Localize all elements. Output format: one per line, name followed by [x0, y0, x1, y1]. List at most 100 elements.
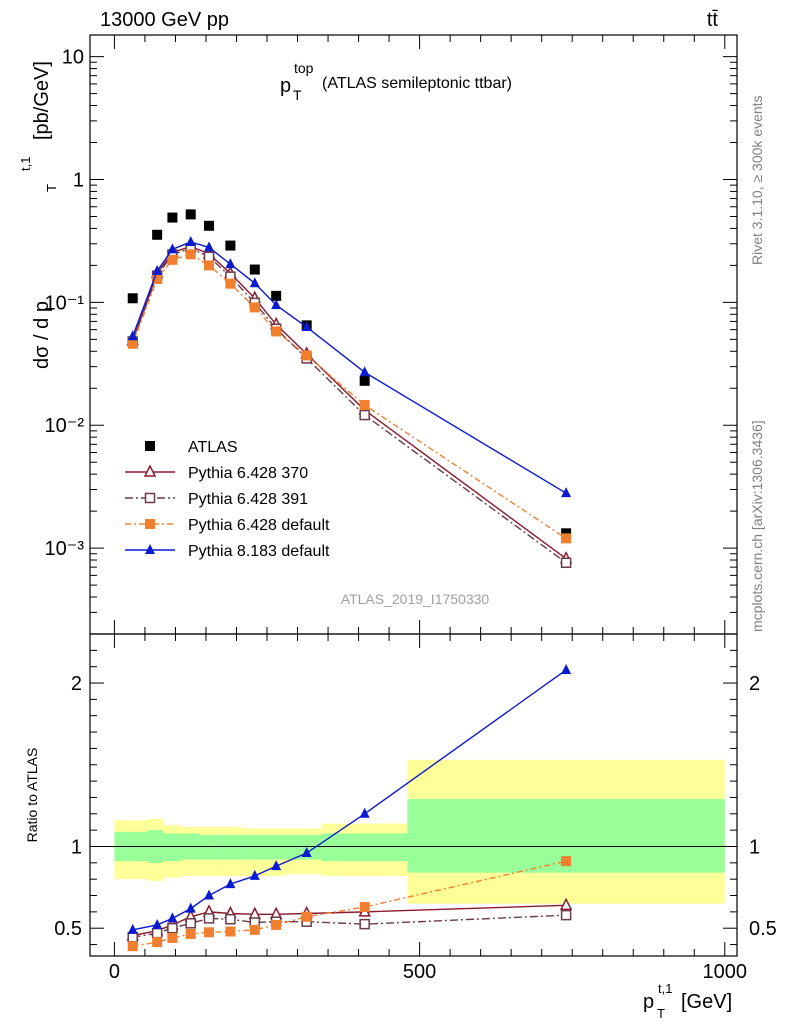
ratio-point-pythia-8-183-default-3 — [185, 902, 196, 913]
top-point-pythia-6-428-391-10 — [560, 557, 572, 569]
top-point-atlas-10 — [561, 528, 572, 539]
top-point-pythia-8-183-default-5 — [225, 258, 236, 269]
top-ytick-label-4: 10⁻³ — [45, 538, 85, 560]
ratio-point-pythia-6-428-default-2 — [167, 933, 178, 944]
mcplots-label: mcplots.cern.ch [arXiv:1306.3436] — [749, 420, 765, 632]
title-sub: T — [293, 87, 302, 103]
ratio-point-pythia-6-428-391-5 — [225, 913, 236, 925]
top-point-pythia-8-183-default-7 — [271, 299, 282, 310]
ratio-point-pythia-6-428-391-2 — [167, 922, 178, 934]
top-point-pythia-8-183-default-8 — [301, 321, 312, 332]
ratio-point-pythia-6-428-default-6 — [249, 924, 260, 935]
ratio-point-pythia-8-183-default-9 — [359, 807, 370, 818]
top-ytick-label-0: 10 — [62, 47, 84, 69]
ratio-point-pythia-6-428-default-9 — [359, 901, 370, 912]
ratio-ytick-label-right-1: 1 — [749, 836, 760, 858]
ratio-point-pythia-6-428-391-1 — [151, 927, 163, 939]
xtick-label-0: 0 — [109, 961, 120, 983]
top-point-pythia-6-428-default-2 — [167, 254, 178, 265]
legend-label-atlas: ATLAS — [188, 439, 238, 456]
legend-label-pythia-6-428-391: Pythia 6.428 391 — [188, 491, 308, 508]
ylabel-sup: t,1 — [18, 157, 33, 171]
top-point-atlas-1 — [152, 229, 163, 240]
header-process: tt̄ — [707, 9, 719, 31]
ratio-point-pythia-6-428-391-3 — [185, 918, 196, 929]
title-rest: (ATLAS semileptonic ttbar) — [322, 75, 512, 92]
ratio-point-pythia-6-428-default-7 — [271, 919, 282, 930]
header-energy: 13000 GeV pp — [100, 9, 229, 31]
ratio-panel — [90, 663, 737, 952]
ratio-frame — [89, 633, 738, 957]
y-label-top: dσ / d p — [31, 301, 53, 369]
top-point-pythia-6-428-391-9 — [359, 409, 370, 421]
top-point-pythia-8-183-default-9 — [359, 366, 370, 377]
ratio-point-pythia-6-428-default-8 — [301, 911, 312, 922]
ratio-point-pythia-6-428-default-0 — [127, 941, 138, 952]
top-point-pythia-6-428-default-8 — [301, 350, 312, 361]
ratio-point-pythia-6-428-default-3 — [185, 928, 196, 939]
ratio-ytick-label-left-0: 0.5 — [54, 918, 82, 940]
ylabel-unit: [pb/GeV] — [31, 61, 53, 140]
top-point-pythia-8-183-default-0 — [127, 330, 138, 341]
top-ytick-label-1: 1 — [73, 170, 84, 192]
ratio-point-pythia-6-428-391-9 — [359, 918, 370, 930]
ratio-point-pythia-8-183-default-10 — [561, 663, 572, 674]
ylabel-sub: T — [44, 184, 59, 192]
top-point-pythia-6-428-default-9 — [359, 400, 370, 411]
top-point-atlas-4 — [204, 220, 215, 231]
ratio-ytick-label-left-1: 1 — [71, 836, 82, 858]
legend-label-pythia-8-183-default: Pythia 8.183 default — [188, 543, 330, 560]
top-line-pythia-6-428-default — [132, 253, 567, 539]
legend-marker-atlas — [145, 441, 155, 451]
top-point-pythia-6-428-default-10 — [561, 533, 572, 544]
band-inner-2 — [163, 833, 182, 862]
ratio-point-pythia-8-183-default-6 — [249, 869, 260, 880]
xlabel-unit: [GeV] — [681, 991, 732, 1013]
plot-title: p — [280, 75, 291, 97]
analysis-watermark: ATLAS_2019_I1750330 — [341, 591, 490, 607]
title-sup: top — [294, 60, 314, 76]
top-point-atlas-2 — [167, 212, 178, 223]
legend-label-pythia-6-428-370: Pythia 6.428 370 — [188, 465, 308, 482]
ratio-point-pythia-8-183-default-2 — [167, 912, 178, 923]
ratio-point-pythia-8-183-default-1 — [152, 918, 163, 929]
top-point-atlas-3 — [185, 209, 196, 220]
legend: ATLAS Pythia 6.428 370 Pythia 6.428 391 Pyt… — [125, 439, 330, 560]
ratio-point-pythia-6-428-391-10 — [560, 909, 572, 921]
top-point-pythia-8-183-default-6 — [249, 277, 260, 288]
ratio-point-pythia-6-428-391-4 — [203, 913, 215, 924]
xlabel-sup: t,1 — [658, 981, 672, 996]
rivet-label: Rivet 3.1.10, ≥ 300k events — [749, 95, 765, 265]
band-inner-4 — [199, 835, 219, 860]
xtick-label-2: 1000 — [703, 961, 748, 983]
band-inner-6 — [242, 835, 268, 860]
ylabel-main: dσ / d p — [31, 301, 53, 369]
top-point-pythia-6-428-default-0 — [127, 338, 138, 349]
xlabel-sub: T — [657, 1006, 665, 1021]
ratio-point-pythia-8-183-default-7 — [271, 860, 282, 871]
ratio-point-pythia-6-428-370-10 — [559, 897, 573, 911]
legend-marker-pythia-8-183-default — [145, 544, 155, 554]
ratio-ytick-label-left-2: 2 — [71, 673, 82, 695]
top-point-atlas-0 — [127, 293, 138, 304]
ratio-point-pythia-8-183-default-0 — [127, 923, 138, 934]
legend-label-pythia-6-428-default: Pythia 6.428 default — [188, 517, 330, 534]
ratio-ylabel: Ratio to ATLAS — [24, 748, 40, 843]
ratio-ytick-label-right-0: 0.5 — [749, 918, 777, 940]
top-ytick-label-2: 10⁻¹ — [45, 292, 85, 314]
ratio-point-pythia-8-183-default-8 — [301, 847, 312, 858]
ratio-ytick-label-right-2: 2 — [749, 673, 760, 695]
top-point-pythia-8-183-default-10 — [561, 487, 572, 498]
band-inner-5 — [218, 835, 243, 860]
top-panel — [126, 209, 573, 569]
top-point-pythia-6-428-default-6 — [249, 302, 260, 313]
top-point-pythia-6-428-default-1 — [152, 273, 163, 284]
ratio-point-pythia-6-428-default-10 — [561, 856, 572, 867]
ratio-point-pythia-6-428-default-5 — [225, 926, 236, 937]
ratio-point-pythia-8-183-default-4 — [204, 889, 215, 900]
ratio-point-pythia-6-428-default-1 — [152, 937, 163, 948]
top-point-pythia-8-183-default-4 — [204, 241, 215, 252]
top-point-pythia-6-428-default-5 — [225, 278, 236, 289]
